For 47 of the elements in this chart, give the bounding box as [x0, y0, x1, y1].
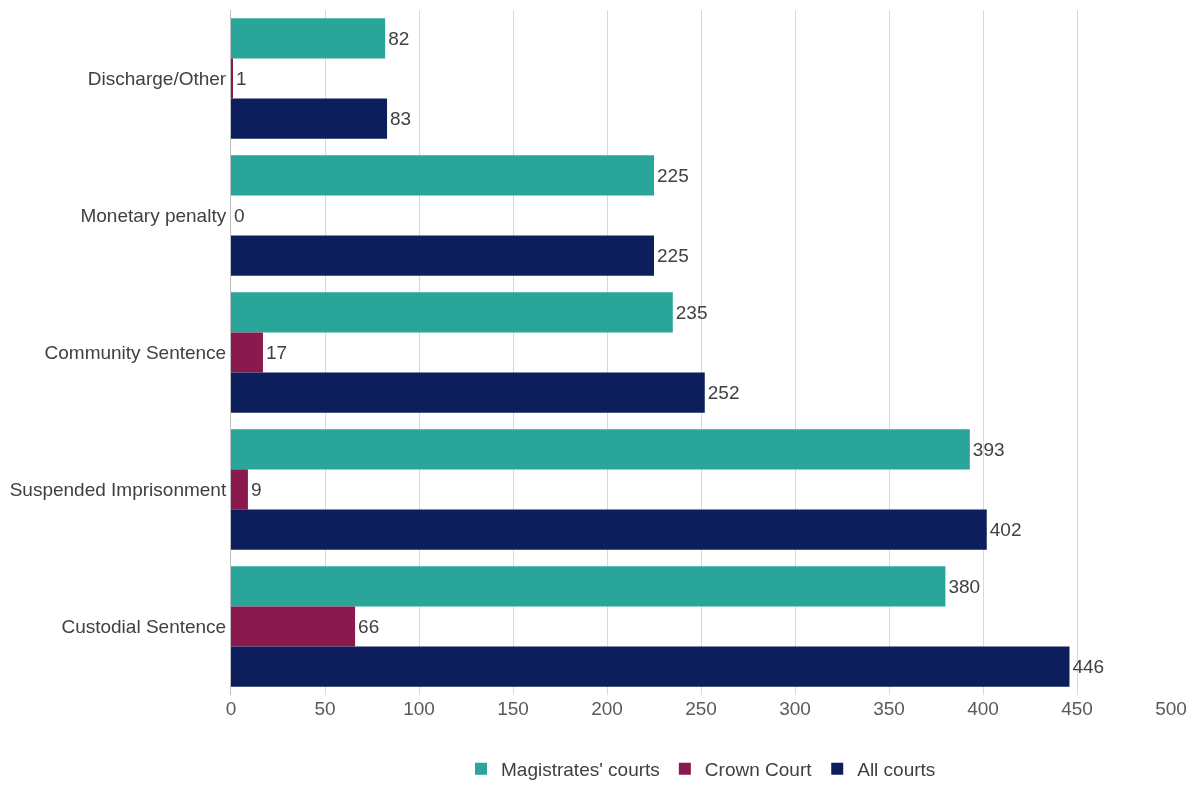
data-label: 0 [234, 205, 245, 226]
x-tick-label: 250 [685, 698, 717, 719]
data-label: 82 [388, 27, 410, 49]
bar [231, 292, 673, 333]
y-tick-label: Custodial Sentence [61, 616, 227, 638]
y-tick-label: Monetary penalty [80, 205, 227, 227]
bar [231, 235, 654, 276]
bar [231, 429, 970, 470]
bar [231, 606, 356, 647]
bar [231, 98, 388, 139]
data-label: 402 [989, 519, 1022, 541]
legend-label: Crown Court [704, 759, 813, 781]
bar [231, 18, 386, 59]
bar [231, 566, 946, 607]
data-label: 17 [265, 342, 288, 363]
data-label: 446 [1072, 656, 1105, 678]
x-tick-label: 350 [873, 698, 905, 719]
y-tick-label: Suspended Imprisonment [9, 479, 227, 501]
data-label: 235 [675, 301, 708, 323]
bar [231, 372, 705, 413]
x-tick-label: 200 [591, 698, 623, 719]
y-tick-label: Discharge/Other [87, 68, 227, 90]
bar [231, 509, 987, 550]
data-label: 66 [358, 616, 380, 637]
legend-label: Magistrates' courts [501, 759, 660, 781]
bar [231, 155, 654, 196]
data-label: 225 [657, 245, 689, 267]
data-label: 252 [707, 382, 740, 404]
data-label: 1 [236, 68, 247, 89]
x-tick-label: 450 [1061, 698, 1093, 719]
y-tick-label: Community Sentence [44, 342, 227, 364]
x-tick-label: 100 [403, 698, 435, 719]
bar [231, 332, 263, 373]
data-label: 393 [972, 438, 1005, 460]
x-tick-label: 150 [497, 698, 529, 719]
data-label: 225 [657, 164, 689, 186]
x-tick-label: 0 [225, 698, 237, 719]
data-label: 380 [948, 575, 981, 597]
x-tick-label: 400 [967, 698, 999, 719]
x-tick-label: 50 [314, 698, 336, 719]
data-label: 9 [250, 479, 262, 500]
data-label: 83 [390, 108, 412, 130]
x-tick-label: 300 [779, 698, 811, 719]
legend-label: All courts [857, 759, 936, 781]
bar [231, 646, 1070, 687]
bar [231, 469, 248, 510]
x-tick-label: 500 [1155, 698, 1187, 719]
